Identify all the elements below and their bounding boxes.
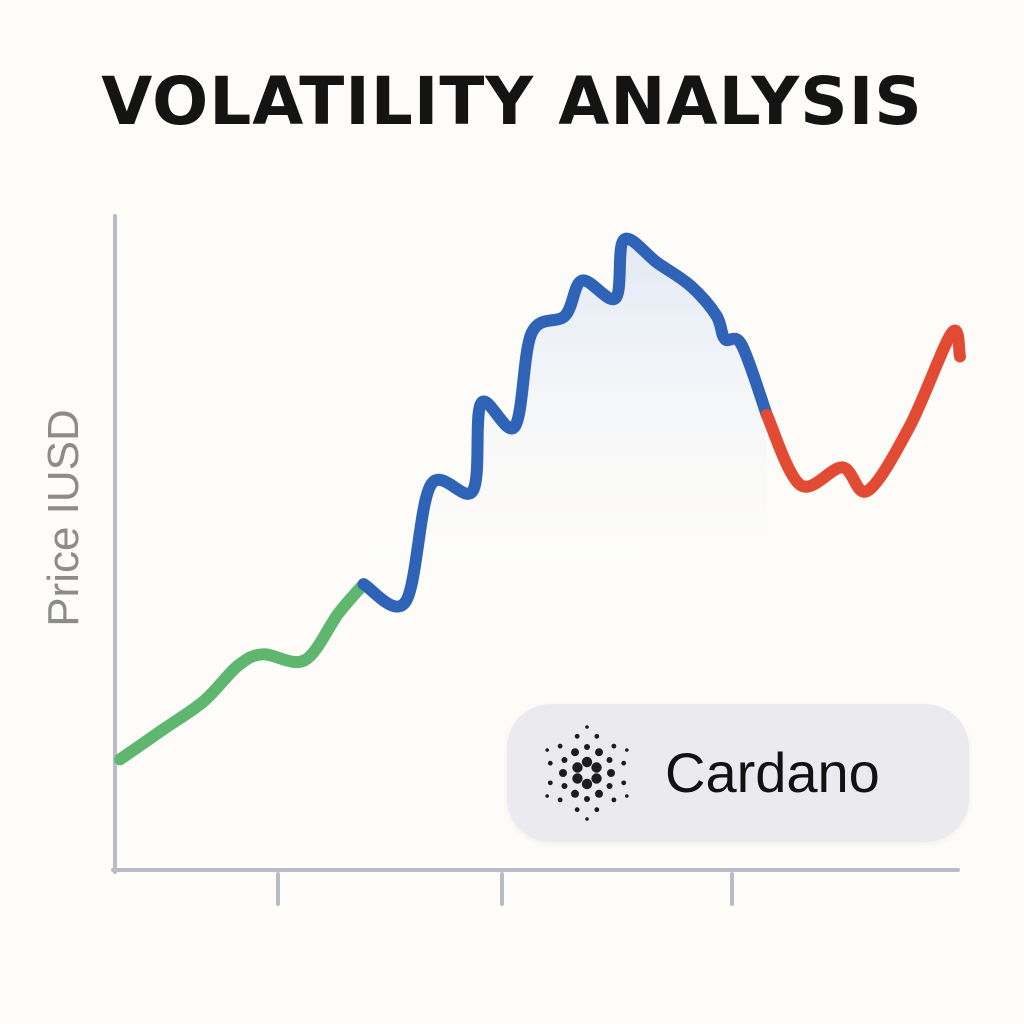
- logo-dot: [572, 762, 583, 773]
- cardano-logo-dots: [545, 725, 629, 821]
- logo-dot: [547, 780, 553, 786]
- logo-dot: [611, 743, 617, 749]
- logo-dot: [557, 797, 563, 803]
- logo-dot: [581, 778, 593, 790]
- logo-dot: [625, 794, 629, 798]
- logo-dot: [606, 783, 613, 789]
- logo-dot: [572, 773, 583, 784]
- series-line-rebound: [760, 324, 966, 498]
- legend-badge-label: Cardano: [665, 741, 880, 804]
- area-fill-layer: [363, 238, 767, 607]
- logo-dot: [547, 760, 553, 766]
- series-line-volatile: [357, 232, 773, 613]
- logo-dot: [571, 748, 579, 757]
- logo-dot: [581, 756, 593, 768]
- legend-badge: Cardano: [507, 704, 969, 842]
- logo-dot: [594, 733, 600, 739]
- logo-dot: [571, 789, 579, 798]
- series-line-rise: [114, 578, 370, 766]
- logo-dot: [595, 748, 603, 757]
- logo-dot: [584, 744, 590, 750]
- logo-dot: [561, 783, 568, 789]
- chart-title: VOLATILITY ANALYSIS: [101, 63, 923, 140]
- logo-dot: [595, 789, 603, 798]
- cardano-logo-icon: [545, 725, 629, 821]
- logo-dot: [585, 817, 589, 821]
- logo-dot: [574, 733, 580, 739]
- price-line-layer: [114, 232, 966, 766]
- volatility-area-fill: [363, 238, 767, 607]
- logo-dot: [559, 769, 567, 777]
- logo-dot: [611, 797, 617, 803]
- logo-dot: [606, 757, 613, 763]
- logo-dot: [561, 757, 568, 763]
- logo-dot: [594, 807, 600, 813]
- logo-dot: [545, 794, 549, 798]
- logo-dot: [584, 796, 590, 802]
- logo-dot: [607, 769, 615, 777]
- logo-dot: [591, 762, 602, 773]
- logo-dot: [585, 725, 589, 729]
- logo-dot: [545, 748, 549, 752]
- logo-dot: [574, 807, 580, 813]
- logo-dot: [557, 743, 563, 749]
- logo-dot: [591, 773, 602, 784]
- logo-dot: [621, 780, 627, 786]
- logo-dot: [621, 760, 627, 766]
- x-tick-layer: [276, 872, 734, 906]
- logo-dot: [625, 748, 629, 752]
